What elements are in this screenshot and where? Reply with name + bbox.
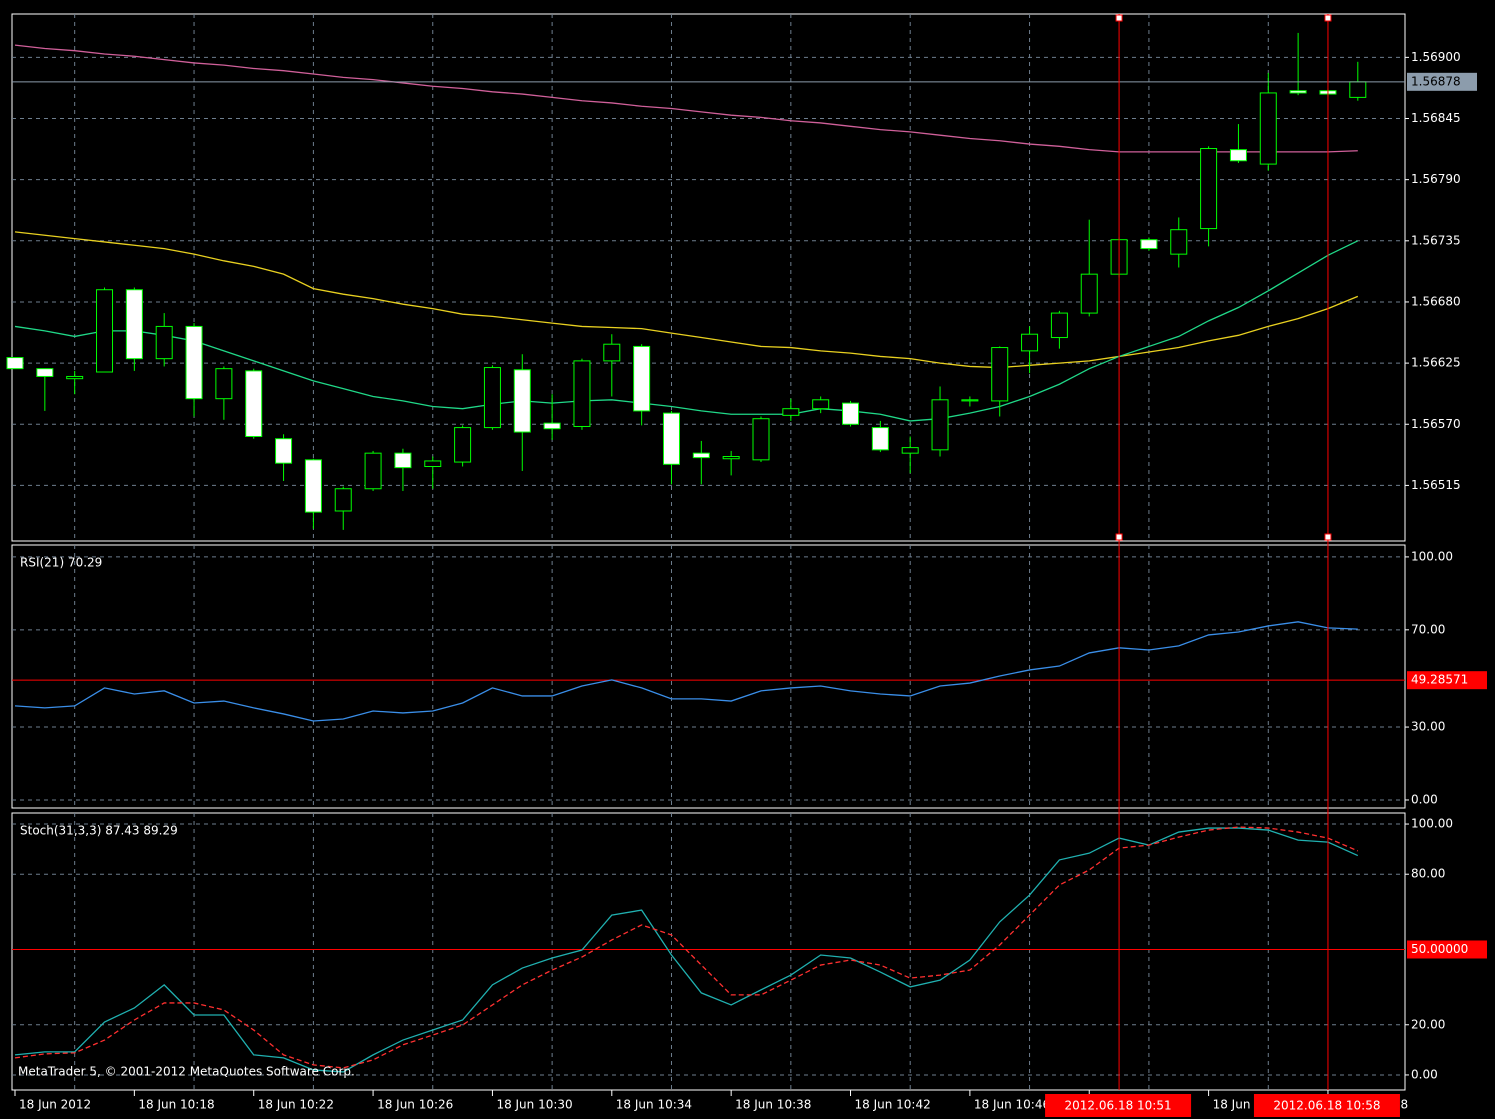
candle-body (454, 427, 472, 463)
y-tick-label: 1.56845 (1411, 111, 1461, 125)
candle-body (96, 289, 114, 373)
y-tick-label: 1.56900 (1411, 50, 1461, 64)
candle-body (991, 347, 1009, 402)
candle-body (364, 452, 382, 490)
candle-body (334, 488, 352, 512)
candle-body (722, 456, 740, 460)
y-tick-label: 20.00 (1411, 1017, 1445, 1031)
pane-frame (11, 13, 1406, 542)
level-label-box (1407, 671, 1487, 690)
candle-body (155, 325, 173, 360)
y-tick-label: 1.56680 (1411, 294, 1461, 308)
marker-handle (1115, 14, 1123, 22)
candle-body (842, 402, 860, 425)
moving-average-line (14, 231, 1359, 369)
last-price-label: 1.56878 (1411, 74, 1461, 88)
candle-body (185, 325, 203, 400)
candle-body (1349, 81, 1367, 98)
x-tick-label: 18 Jun 10:38 (735, 1098, 811, 1112)
y-tick-label: 0.00 (1411, 792, 1438, 806)
level-label: 49.28571 (1411, 673, 1468, 687)
marker-label: 2012.06.18 10:51 (1065, 1099, 1172, 1113)
y-tick-label: 100.00 (1411, 817, 1453, 831)
candle-body (633, 345, 651, 412)
candle-body (1080, 273, 1098, 314)
candle-body (66, 375, 84, 380)
last-price-box (1407, 72, 1477, 91)
candle-body (901, 447, 919, 454)
candle-body (931, 399, 949, 451)
candle-body (1170, 229, 1188, 255)
candle-body (6, 357, 24, 370)
x-tick-label: 18 Jun 10:26 (377, 1098, 453, 1112)
x-tick-label: 18 Jun 10:22 (258, 1098, 334, 1112)
candle-body (603, 343, 621, 362)
candle-body (543, 422, 561, 430)
y-tick-label: 70.00 (1411, 622, 1445, 636)
candle-body (1229, 149, 1247, 162)
moving-average-line (14, 44, 1358, 153)
level-label-box (1407, 940, 1487, 959)
candle-body (513, 369, 531, 433)
candle-body (1259, 92, 1277, 165)
candle-body (662, 412, 680, 465)
y-tick-label: 30.00 (1411, 720, 1445, 734)
candle-body (304, 459, 322, 513)
y-tick-label: 100.00 (1411, 549, 1453, 563)
marker-label: 2012.06.18 10:58 (1273, 1099, 1380, 1113)
y-tick-label: 80.00 (1411, 867, 1445, 881)
candle-body (812, 399, 830, 410)
indicator-title: Stoch(31,3,3) 87.43 89.29 (20, 824, 178, 838)
marker-label-box (1253, 1094, 1400, 1117)
pane-frame (11, 544, 1406, 809)
y-tick-label: 0.00 (1411, 1067, 1438, 1081)
candle-body (1021, 333, 1039, 352)
x-tick-label: 18 Jun 2012 (19, 1098, 91, 1112)
candle-body (424, 460, 442, 468)
pane-frame (11, 812, 1406, 1091)
candle-body (1140, 239, 1158, 250)
candle-body (125, 289, 143, 360)
marker-label-box (1045, 1094, 1192, 1117)
marker-handle (1324, 533, 1332, 541)
candle-body (1200, 148, 1218, 230)
y-tick-label: 1.56570 (1411, 417, 1461, 431)
moving-average-line (14, 240, 1359, 422)
candle-body (961, 399, 979, 402)
candle-body (245, 370, 263, 437)
candle-body (871, 427, 889, 451)
indicator-line (14, 826, 1359, 1069)
marker-handle (1115, 533, 1123, 541)
candle-body (782, 408, 800, 416)
y-tick-label: 1.56625 (1411, 356, 1461, 370)
x-tick-label: 18 Jun 10:18 (138, 1098, 214, 1112)
candle-body (752, 418, 770, 461)
candle-body (573, 360, 591, 427)
indicator-line (14, 827, 1359, 1073)
candle-body (394, 452, 412, 469)
indicator-title: RSI(21) 70.29 (20, 556, 102, 570)
y-tick-label: 1.56515 (1411, 478, 1461, 492)
candle-body (275, 438, 293, 464)
level-label: 50.00000 (1411, 942, 1468, 956)
candle-body (215, 368, 233, 400)
candle-body (1050, 312, 1068, 339)
candle-body (36, 368, 54, 377)
x-tick-label: 18 Jun 10:46 (974, 1098, 1050, 1112)
candle-body (483, 367, 501, 429)
y-tick-label: 1.56735 (1411, 233, 1461, 247)
x-tick-label: 18 Jun 10:34 (616, 1098, 692, 1112)
x-tick-label: 18 Jun 10:42 (855, 1098, 931, 1112)
candle-body (692, 452, 710, 459)
x-tick-label: 18 Jun 10:30 (496, 1098, 572, 1112)
y-tick-label: 1.56790 (1411, 172, 1461, 186)
candle-body (1289, 90, 1307, 94)
marker-handle (1324, 14, 1332, 22)
indicator-line (14, 621, 1358, 722)
copyright-note: MetaTrader 5, © 2001-2012 MetaQuotes Sof… (18, 1065, 355, 1079)
